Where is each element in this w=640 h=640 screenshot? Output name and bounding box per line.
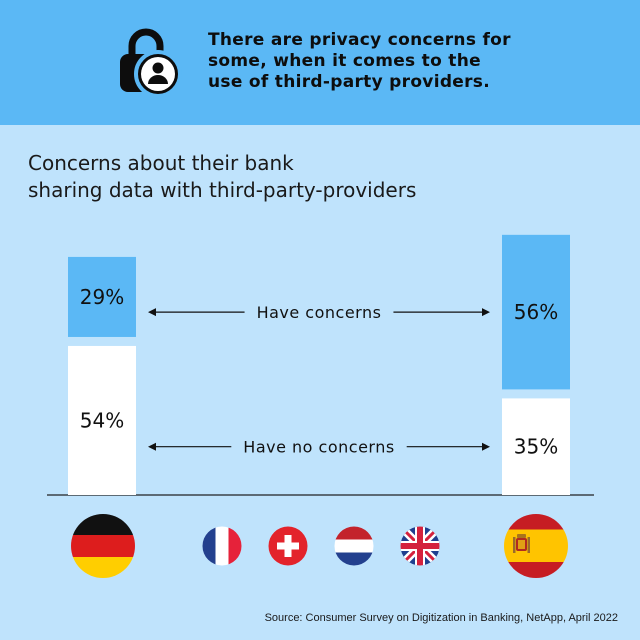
- data-label-no-concerns-spain: 35%: [514, 435, 558, 459]
- series-label-have-no-concerns: Have no concerns: [243, 438, 394, 457]
- subtitle-line-1: Concerns about their bank: [28, 151, 294, 175]
- netherlands-flag: [334, 526, 374, 566]
- chart-subtitle: Concerns about their bank sharing data w…: [28, 150, 588, 204]
- banner-line-3: use of third-party providers.: [208, 72, 490, 92]
- arrow-left-head-have-no-concerns: [148, 442, 156, 451]
- switzerland-flag: [268, 526, 308, 566]
- source-note: Source: Consumer Survey on Digitization …: [264, 612, 618, 624]
- bar-concerns-germany: [68, 256, 136, 337]
- subtitle-line-2: sharing data with third-party-providers: [28, 178, 417, 202]
- bar-no-concerns-spain: [502, 398, 570, 495]
- lock-person-icon: [120, 28, 182, 98]
- banner-line-1: There are privacy concerns for: [208, 30, 511, 50]
- spain-flag: [504, 514, 568, 578]
- arrow-right-head-have-concerns: [482, 308, 490, 317]
- banner-headline: There are privacy concerns for some, whe…: [208, 30, 608, 93]
- france-flag: [202, 526, 242, 566]
- united-kingdom-flag: [400, 526, 440, 566]
- arrow-left-head-have-concerns: [148, 308, 156, 317]
- data-label-concerns-spain: 56%: [514, 300, 558, 324]
- header-banner: There are privacy concerns for some, whe…: [0, 0, 640, 125]
- data-label-concerns-germany: 29%: [80, 285, 124, 309]
- banner-line-2: some, when it comes to the: [208, 51, 481, 71]
- data-label-no-concerns-germany: 54%: [80, 408, 124, 432]
- bar-no-concerns-germany: [68, 345, 136, 495]
- arrow-right-head-have-no-concerns: [482, 442, 490, 451]
- series-label-have-concerns: Have concerns: [257, 303, 382, 322]
- germany-flag: [71, 514, 135, 578]
- bar-concerns-spain: [502, 234, 570, 390]
